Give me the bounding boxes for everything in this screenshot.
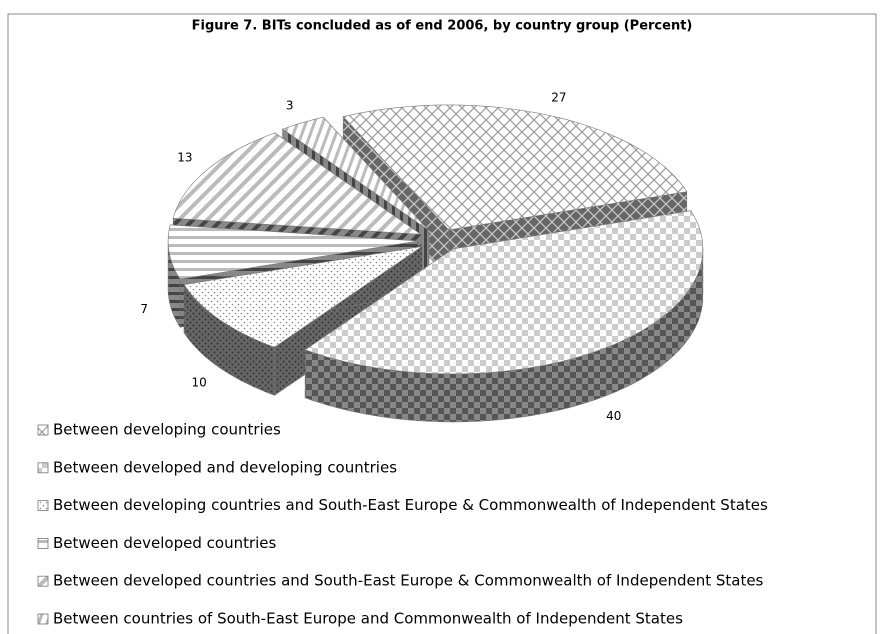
data-label: 10 bbox=[191, 375, 206, 389]
legend-swatch bbox=[37, 538, 49, 549]
legend-swatch bbox=[37, 575, 49, 587]
data-label: 27 bbox=[551, 90, 566, 104]
legend: Between developing countries Between deve… bbox=[37, 421, 768, 628]
data-label: 3 bbox=[286, 98, 294, 112]
legend-label: Between developing countries bbox=[53, 421, 281, 439]
chart-title: Figure 7. BITs concluded as of end 2006,… bbox=[192, 19, 693, 34]
slice-top bbox=[167, 224, 419, 280]
data-label: 7 bbox=[140, 302, 148, 316]
slice-top bbox=[172, 132, 423, 235]
slice-top bbox=[281, 116, 430, 231]
legend-swatch bbox=[37, 613, 49, 625]
legend-label: Between developing countries and South-E… bbox=[53, 496, 768, 514]
legend-swatch bbox=[37, 424, 49, 436]
legend-label: Between developed and developing countri… bbox=[53, 458, 397, 476]
legend-label: Between developed countries bbox=[53, 534, 277, 552]
legend-swatch bbox=[37, 462, 49, 474]
pie bbox=[167, 104, 704, 423]
slice bbox=[304, 210, 704, 423]
data-label: 13 bbox=[177, 150, 192, 164]
slice-top bbox=[304, 210, 704, 375]
legend-label: Between countries of South-East Europe a… bbox=[53, 610, 683, 628]
slice-top bbox=[183, 246, 423, 348]
data-label: 40 bbox=[606, 409, 621, 423]
legend-swatch bbox=[37, 500, 49, 512]
slice-top bbox=[342, 104, 688, 231]
frame bbox=[7, 13, 877, 634]
legend-label: Between developed countries and South-Ea… bbox=[53, 572, 764, 590]
